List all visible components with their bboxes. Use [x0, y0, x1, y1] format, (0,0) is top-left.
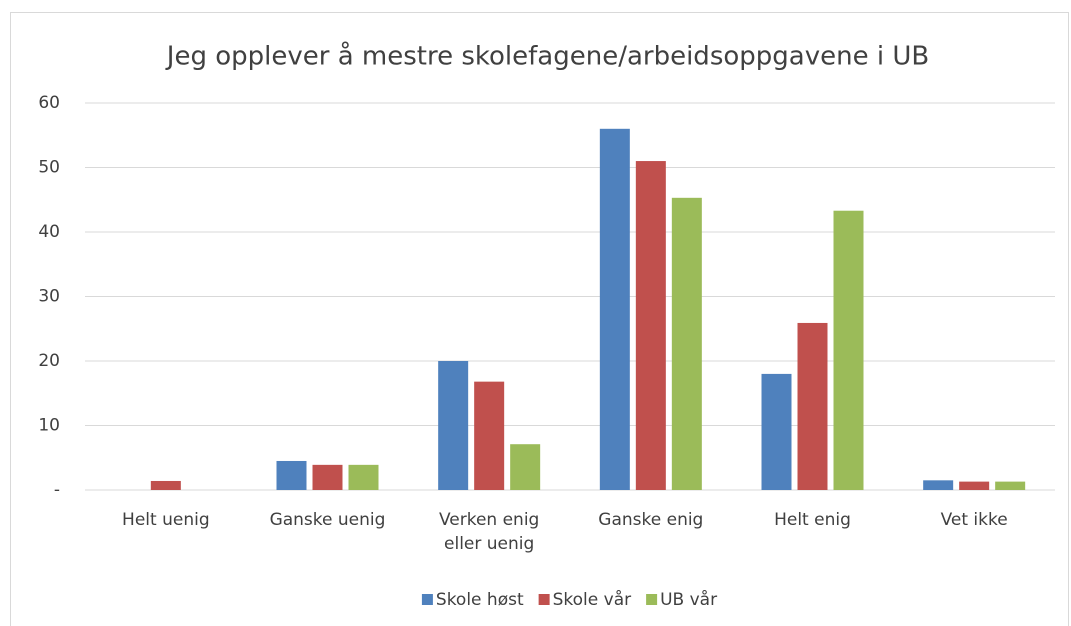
bar	[995, 481, 1026, 490]
legend-label: UB vår	[660, 589, 717, 610]
legend-swatch	[421, 594, 433, 605]
chart-frame	[10, 12, 1069, 626]
x-tick-label: Vet ikke	[940, 510, 1008, 530]
y-tick-label: 20	[38, 351, 60, 371]
bar	[312, 464, 343, 490]
y-tick-label: 40	[38, 222, 60, 242]
bar	[635, 161, 666, 491]
x-tick-label: Helt enig	[774, 510, 851, 530]
chart-title: Jeg opplever å mestre skolefagene/arbeid…	[165, 41, 929, 72]
y-tick-label: 30	[38, 287, 60, 307]
legend-label: Skole høst	[436, 590, 524, 610]
legend-swatch	[646, 594, 658, 605]
bar	[761, 373, 792, 490]
bar	[959, 481, 990, 490]
y-tick-label: -	[54, 480, 60, 500]
bar	[833, 210, 864, 490]
legend-swatch	[538, 594, 550, 605]
y-tick-label: 60	[38, 93, 60, 113]
x-tick-label: Verken enig eller uenig	[438, 510, 540, 554]
x-tick-label: Helt uenig	[122, 510, 210, 530]
bar	[348, 464, 379, 490]
bar	[797, 322, 828, 490]
y-tick-label: 50	[38, 158, 60, 178]
bar	[276, 460, 307, 490]
bar	[474, 381, 505, 490]
bar	[510, 444, 541, 490]
bar	[599, 128, 630, 491]
legend-label: Skole vår	[553, 589, 631, 610]
x-tick-label: Ganske enig	[598, 510, 704, 530]
x-tick-label: Ganske uenig	[269, 510, 386, 530]
bar	[923, 480, 954, 490]
bar	[671, 197, 702, 490]
bar	[150, 480, 181, 490]
bar	[438, 361, 469, 490]
y-tick-label: 10	[38, 416, 60, 436]
